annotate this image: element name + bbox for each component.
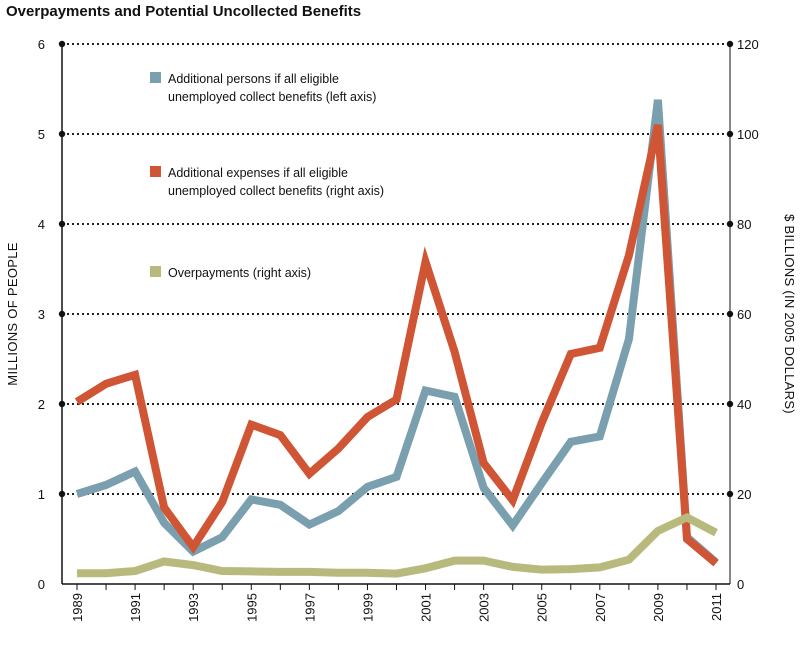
x-tick-label: 2011 (709, 593, 724, 621)
y-axis-left-title: MILLIONS OF PEOPLE (5, 242, 20, 385)
y-tick-label-right: 0 (737, 577, 744, 592)
series-line-overpayments (77, 512, 718, 578)
legend-label-persons: Additional persons if all eligible (168, 72, 339, 86)
x-tick-label: 1995 (244, 593, 259, 622)
series-layer (74, 99, 719, 578)
legend-label-expenses: Additional expenses if all eligible (168, 166, 348, 180)
legend: Additional persons if all eligible unempl… (150, 72, 384, 280)
chart-title: Overpayments and Potential Uncollected B… (6, 3, 362, 20)
x-tick-label: 2001 (419, 593, 434, 622)
y-tick-label-left: 1 (38, 487, 45, 502)
x-tick-label: 2003 (477, 593, 492, 622)
legend-label-overpayments: Overpayments (right axis) (168, 266, 311, 280)
legend-swatch-expenses (150, 166, 161, 177)
x-tick-label: 1999 (360, 593, 375, 622)
y-tick-label-left: 0 (38, 577, 45, 592)
y-tick-label-right: 100 (737, 127, 759, 142)
x-tick-label: 1997 (302, 593, 317, 622)
x-tick-label: 1993 (186, 593, 201, 622)
y-tick-label-right: 120 (737, 37, 759, 52)
x-tick-label: 2007 (593, 593, 608, 622)
gridlines (62, 43, 730, 495)
x-tick-label: 2005 (535, 593, 550, 622)
series-line-persons (75, 99, 719, 566)
legend-swatch-persons (150, 72, 161, 83)
left-axis: 0 1 2 3 4 5 6 (38, 37, 66, 592)
y-tick-label-right: 80 (737, 217, 751, 232)
y-tick-label-right: 60 (737, 307, 751, 322)
y-tick-label-right: 40 (737, 397, 751, 412)
right-axis: 0 20 40 60 80 100 120 (726, 37, 759, 592)
y-tick-label-left: 3 (38, 307, 45, 322)
y-tick-label-left: 5 (38, 127, 45, 142)
legend-label-persons: unemployed collect benefits (left axis) (168, 90, 376, 104)
y-tick-label-left: 6 (38, 37, 45, 52)
x-tick-label: 2009 (651, 593, 666, 622)
y-tick-label-right: 20 (737, 487, 751, 502)
y-axis-right-title: $ BILLIONS (IN 2005 DOLLARS) (782, 214, 797, 414)
x-tick-label: 1991 (128, 593, 143, 622)
x-tick-label: 1989 (70, 593, 85, 622)
series-line-expenses (74, 124, 719, 567)
y-tick-label-left: 2 (38, 397, 45, 412)
y-tick-label-left: 4 (38, 217, 45, 232)
x-axis: 1989 1991 1993 1995 1997 1999 2001 2003 2005 2007… (62, 583, 730, 622)
legend-swatch-overpayments (150, 266, 161, 277)
legend-label-expenses: unemployed collect benefits (right axis) (168, 184, 384, 198)
